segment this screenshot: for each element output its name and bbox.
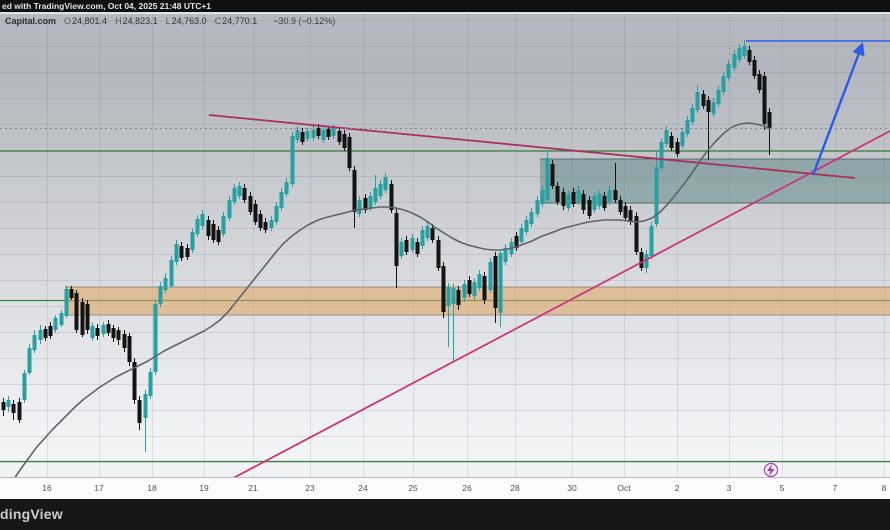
- attribution-text: ed with TradingView.com, Oct 04, 2025 21…: [2, 1, 212, 11]
- x-axis-label-23: 23: [305, 483, 315, 493]
- x-axis-label-8: 8: [881, 483, 887, 493]
- x-axis-label-24: 24: [358, 483, 368, 493]
- x-axis-label-26: 26: [462, 483, 472, 493]
- zones-layer[interactable]: [65, 158, 890, 316]
- change-value: −30.9 (−0.12%): [273, 16, 336, 26]
- candles-layer[interactable]: [1, 40, 772, 452]
- descending-trendline[interactable]: [208, 114, 856, 179]
- chart-background: [0, 14, 890, 477]
- x-axis-label-21: 21: [248, 483, 258, 493]
- orange-zone[interactable]: [65, 287, 890, 315]
- candlestick-chart[interactable]: [0, 14, 890, 477]
- grid-layer: [0, 14, 890, 477]
- x-axis-label-17: 17: [94, 483, 104, 493]
- footer-bar: dingView: [0, 499, 890, 530]
- trendlines-layer[interactable]: [208, 114, 890, 477]
- x-axis-label-3: 3: [726, 483, 732, 493]
- ohlc-item-O: O24,801.4: [64, 16, 108, 26]
- x-axis-label-Oct: Oct: [617, 483, 631, 493]
- x-axis-label-19: 19: [199, 483, 209, 493]
- x-axis-label-30: 30: [567, 483, 577, 493]
- x-axis-label-5: 5: [779, 483, 785, 493]
- symbol-info-bar[interactable]: Capital.com O24,801.4 H24,823.1 L24,763.0 C…: [5, 16, 335, 26]
- lightning-icon: [767, 464, 775, 476]
- ohlc-item-C: C24,770.1: [214, 16, 258, 26]
- attribution-bar: ed with TradingView.com, Oct 04, 2025 21…: [0, 0, 890, 13]
- x-axis-label-2: 2: [674, 483, 680, 493]
- event-marker[interactable]: [763, 462, 779, 477]
- projection-arrowhead: [852, 42, 865, 57]
- symbol-name: Capital.com: [5, 16, 57, 26]
- tradingview-logo: dingView: [0, 506, 63, 522]
- x-axis-label-28: 28: [510, 483, 520, 493]
- ohlc-item-L: L24,763.0: [165, 16, 207, 26]
- ohlc-values: O24,801.4 H24,823.1 L24,763.0 C24,770.1: [64, 16, 265, 26]
- chart-pane[interactable]: Capital.com O24,801.4 H24,823.1 L24,763.0 C…: [0, 14, 890, 477]
- time-axis[interactable]: 16 17 18 19 21 23 24 25 26 28 30 Oct 2 3 5 7 8: [0, 477, 890, 499]
- x-axis-label-16: 16: [42, 483, 52, 493]
- projection-arrow[interactable]: [811, 52, 861, 176]
- ohlc-item-H: H24,823.1: [115, 16, 158, 26]
- x-axis-label-25: 25: [408, 483, 418, 493]
- ma-line: [14, 122, 771, 477]
- projection-layer[interactable]: [746, 40, 890, 176]
- x-axis-label-18: 18: [147, 483, 157, 493]
- x-axis-label-7: 7: [832, 483, 838, 493]
- ascending-trendline[interactable]: [222, 130, 890, 477]
